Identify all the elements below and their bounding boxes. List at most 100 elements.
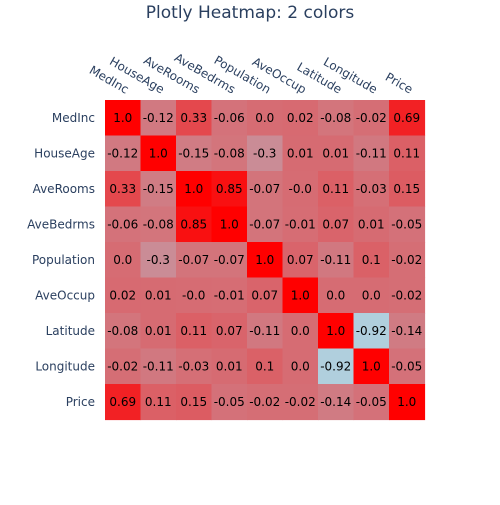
- heatmap-cell-label: 0.69: [109, 395, 136, 409]
- heatmap-cell-label: -0.02: [356, 111, 387, 125]
- heatmap-cell-AveBedrms-AveRooms: [176, 206, 213, 243]
- heatmap-cell-Latitude-MedInc: [105, 313, 142, 350]
- heatmap-cell-label: 1.0: [326, 324, 345, 338]
- heatmap-cell-label: -0.06: [107, 217, 138, 231]
- heatmap-cell-label: 0.15: [393, 182, 420, 196]
- heatmap-cell-Price-AveRooms: [176, 384, 213, 421]
- heatmap-cell-MedInc-Latitude: [318, 100, 355, 137]
- heatmap-cell-label: 1.0: [184, 182, 203, 196]
- heatmap-cell-AveOccup-AveBedrms: [211, 277, 248, 314]
- heatmap-cell-Population-Longitude: [353, 242, 390, 279]
- heatmap-cell-label: -0.01: [214, 288, 245, 302]
- heatmap-cell-Population-HouseAge: [140, 242, 177, 279]
- heatmap-cells: [105, 100, 426, 421]
- heatmap-cell-MedInc-AveOccup: [282, 100, 319, 137]
- heatmap-cell-label: 0.01: [145, 324, 172, 338]
- y-tick-label: AveOccup: [35, 288, 95, 302]
- heatmap-cell-MedInc-Population: [247, 100, 284, 137]
- heatmap-cell-label: 0.11: [393, 146, 420, 160]
- heatmap-cell-Population-AveOccup: [282, 242, 319, 279]
- heatmap-cell-AveOccup-Latitude: [318, 277, 355, 314]
- heatmap-cell-label: 0.02: [287, 111, 314, 125]
- heatmap-cell-label: 0.0: [326, 288, 345, 302]
- heatmap-cell-label: -0.14: [391, 324, 422, 338]
- heatmap-cell-Price-Latitude: [318, 384, 355, 421]
- heatmap-cell-Latitude-AveBedrms: [211, 313, 248, 350]
- heatmap-cell-Population-AveRooms: [176, 242, 213, 279]
- heatmap-cell-label: -0.03: [178, 359, 209, 373]
- heatmap-cell-AveOccup-Price: [389, 277, 426, 314]
- y-tick-label: Latitude: [46, 324, 95, 338]
- y-tick-label: Price: [66, 395, 95, 409]
- heatmap-cell-label: 0.1: [362, 253, 381, 267]
- heatmap-cell-label: -0.3: [147, 253, 170, 267]
- heatmap-cell-label: -0.02: [285, 395, 316, 409]
- y-tick-label: HouseAge: [34, 146, 95, 160]
- y-tick-label: Longitude: [35, 359, 95, 373]
- heatmap-cell-Longitude-Population: [247, 348, 284, 385]
- heatmap-cell-HouseAge-AveBedrms: [211, 135, 248, 172]
- heatmap-cell-label: 0.07: [251, 288, 278, 302]
- heatmap-cell-label: 0.33: [180, 111, 207, 125]
- heatmap-cell-label: 0.11: [322, 182, 349, 196]
- heatmap-cell-AveRooms-AveBedrms: [211, 171, 248, 208]
- heatmap-cell-label: 1.0: [220, 217, 239, 231]
- heatmap-cell-Price-Longitude: [353, 384, 390, 421]
- heatmap-cell-label: -0.11: [356, 146, 387, 160]
- heatmap-cell-AveBedrms-Population: [247, 206, 284, 243]
- heatmap-cell-label: 0.01: [358, 217, 385, 231]
- heatmap-cell-Price-AveBedrms: [211, 384, 248, 421]
- heatmap-cell-AveBedrms-Price: [389, 206, 426, 243]
- heatmap-cell-label: 0.15: [180, 395, 207, 409]
- heatmap-cell-label: -0.05: [356, 395, 387, 409]
- heatmap-cell-AveOccup-Population: [247, 277, 284, 314]
- heatmap-cell-AveBedrms-HouseAge: [140, 206, 177, 243]
- heatmap-cell-label: 0.0: [362, 288, 381, 302]
- heatmap-cell-HouseAge-Price: [389, 135, 426, 172]
- heatmap-cell-AveOccup-HouseAge: [140, 277, 177, 314]
- heatmap-cell-AveOccup-AveOccup: [282, 277, 319, 314]
- heatmap-cell-label: -0.05: [391, 217, 422, 231]
- heatmap-cell-AveRooms-MedInc: [105, 171, 142, 208]
- heatmap-cell-Population-AveBedrms: [211, 242, 248, 279]
- heatmap-cell-HouseAge-MedInc: [105, 135, 142, 172]
- heatmap-cell-HouseAge-Longitude: [353, 135, 390, 172]
- heatmap-cell-MedInc-MedInc: [105, 100, 142, 137]
- heatmap-cell-HouseAge-AveOccup: [282, 135, 319, 172]
- heatmap-cell-label: 1.0: [397, 395, 416, 409]
- heatmap-cell-label: -0.03: [356, 182, 387, 196]
- heatmap-cell-Longitude-Latitude: [318, 348, 355, 385]
- heatmap-cell-Population-Price: [389, 242, 426, 279]
- y-tick-label: MedInc: [52, 111, 95, 125]
- heatmap-cell-label: 0.11: [145, 395, 172, 409]
- heatmap-cell-label: 0.01: [287, 146, 314, 160]
- heatmap-cell-label: 0.33: [109, 182, 136, 196]
- heatmap-cell-HouseAge-Population: [247, 135, 284, 172]
- y-axis-tick-labels: MedInc HouseAge AveRooms AveBedrms Populatio…: [27, 111, 95, 409]
- heatmap-cell-label: -0.14: [320, 395, 351, 409]
- heatmap-cell-HouseAge-HouseAge: [140, 135, 177, 172]
- heatmap-cell-AveRooms-Population: [247, 171, 284, 208]
- heatmap-cell-label: 0.07: [216, 324, 243, 338]
- heatmap-cell-label: -0.08: [320, 111, 351, 125]
- heatmap-cell-label: -0.08: [143, 217, 174, 231]
- heatmap-cell-label: 0.1: [255, 359, 274, 373]
- y-tick-label: Population: [32, 253, 95, 267]
- heatmap-cell-AveBedrms-MedInc: [105, 206, 142, 243]
- heatmap-cell-label: 0.85: [216, 182, 243, 196]
- heatmap-cell-Latitude-HouseAge: [140, 313, 177, 350]
- heatmap-cell-label: -0.02: [391, 288, 422, 302]
- x-tick-label: Price: [383, 70, 415, 97]
- heatmap-cell-label: 0.11: [180, 324, 207, 338]
- heatmap-cell-Price-HouseAge: [140, 384, 177, 421]
- heatmap-cell-label: 0.02: [109, 288, 136, 302]
- heatmap-cell-label: -0.12: [143, 111, 174, 125]
- heatmap-cell-label: -0.08: [214, 146, 245, 160]
- heatmap-cell-label: -0.02: [249, 395, 280, 409]
- heatmap-cell-Price-Population: [247, 384, 284, 421]
- heatmap-cell-AveBedrms-AveBedrms: [211, 206, 248, 243]
- heatmap-cell-label: -0.0: [289, 182, 312, 196]
- heatmap-cell-AveRooms-AveOccup: [282, 171, 319, 208]
- heatmap-cell-MedInc-AveRooms: [176, 100, 213, 137]
- heatmap-cell-label: -0.92: [320, 359, 351, 373]
